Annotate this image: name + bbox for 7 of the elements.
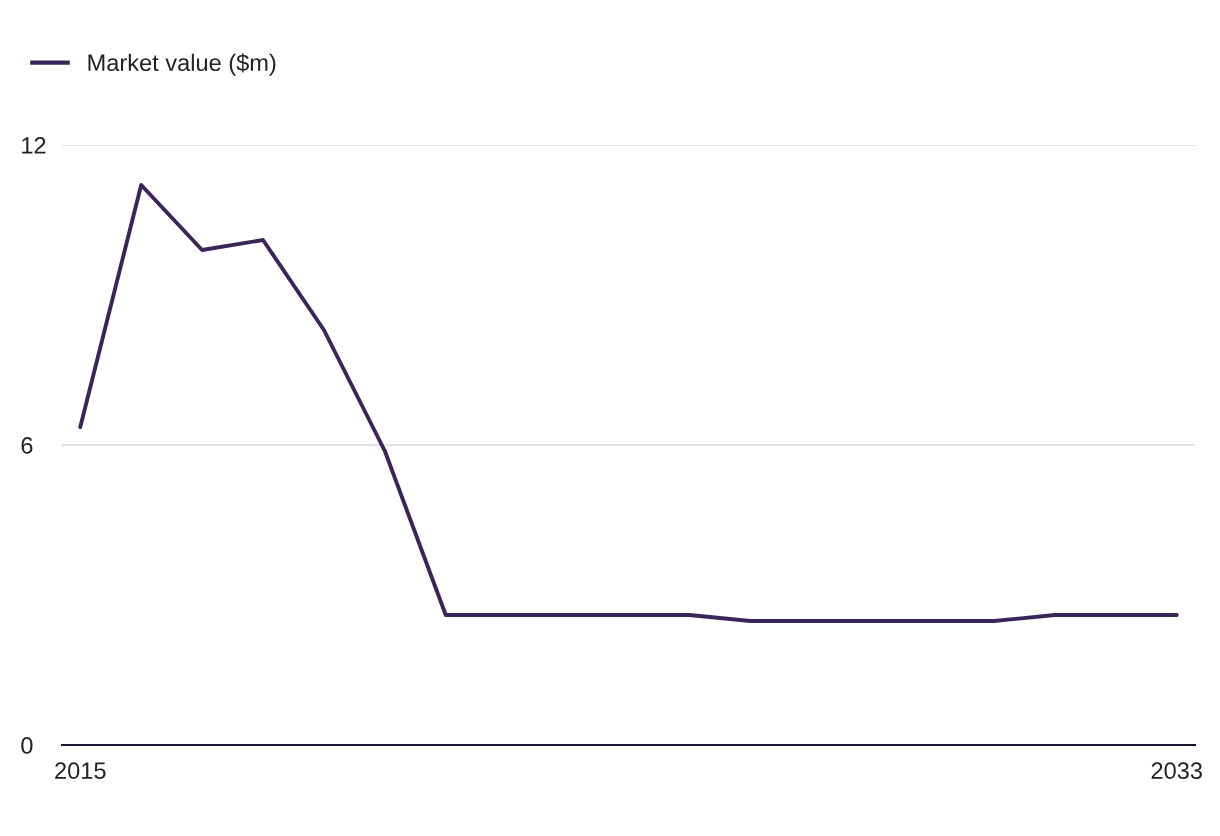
- y-tick-label: 12: [22, 137, 46, 154]
- x-tick-label: 2015: [55, 762, 106, 780]
- y-tick-label: 0: [21, 737, 33, 754]
- legend-label: Market value ($m): [88, 53, 276, 76]
- y-tick-label: 6: [21, 437, 33, 454]
- line-series: [78, 183, 1179, 623]
- x-tick-label: 2033: [1151, 762, 1202, 780]
